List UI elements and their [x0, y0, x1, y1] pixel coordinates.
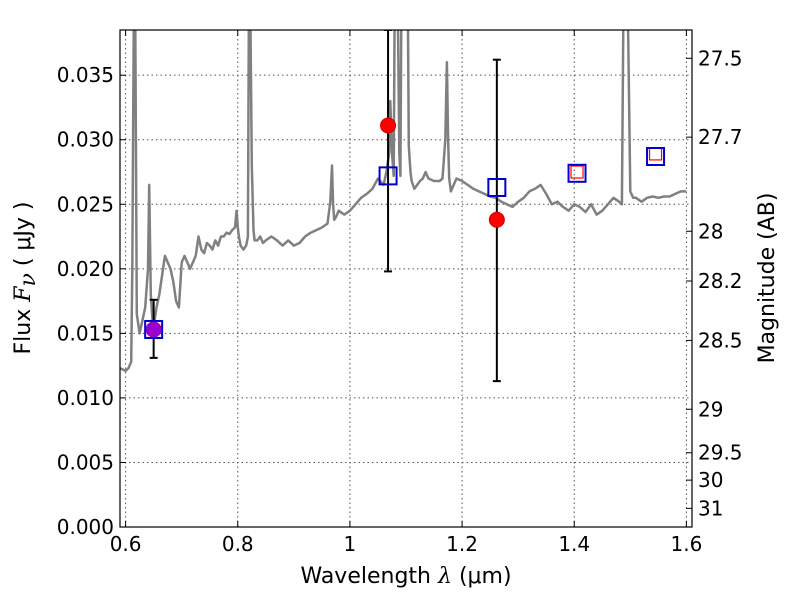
- y-tick-label: 0.000: [57, 515, 114, 539]
- spectrum-line: [120, 30, 687, 373]
- plot-background: [120, 30, 692, 527]
- y-tick-label: 0.005: [57, 450, 114, 474]
- magnitude-axis-ticks: 27.5 27.7 28 28.2 28.5 29 29.5 30 31: [686, 46, 743, 520]
- matched-point: [145, 321, 162, 338]
- x-axis-ticks: 0.6 0.8 1 1.2 1.4 1.6: [110, 30, 702, 556]
- magnitude-axis-title: Magnitude (AB): [755, 193, 780, 364]
- x-axis-title: Wavelength λ (μm): [300, 564, 511, 589]
- x-axis-title-symbol: λ: [437, 564, 452, 589]
- y-axis-title: Flux Fν ( μJy ): [11, 201, 41, 354]
- model-point: [144, 319, 164, 339]
- model-point: [567, 163, 587, 183]
- observed-point: [380, 117, 397, 134]
- magnitude-tick-label: 30: [698, 468, 723, 492]
- magnitude-tick-label: 28: [698, 219, 723, 243]
- magnitude-tick-label: 27.7: [698, 125, 743, 149]
- x-tick-label: 1.6: [670, 532, 702, 556]
- x-tick-label: 0.8: [222, 532, 254, 556]
- magnitude-tick-label: 27.5: [698, 46, 743, 70]
- magnitude-tick-label: 29: [698, 397, 723, 421]
- plot-series: [120, 30, 687, 383]
- x-tick-label: 1: [344, 532, 357, 556]
- y-tick-label: 0.020: [57, 257, 114, 281]
- x-tick-label: 1.2: [446, 532, 478, 556]
- y-tick-label: 0.025: [57, 192, 114, 216]
- magnitude-tick-label: 28.2: [698, 269, 743, 293]
- y-axis-title-unit: ( μJy ): [11, 201, 36, 266]
- model-point: [646, 147, 666, 167]
- y-tick-label: 0.030: [57, 128, 114, 152]
- y-axis-title-subscript: ν: [16, 273, 41, 286]
- y-tick-label: 0.010: [57, 386, 114, 410]
- x-tick-label: 1.4: [558, 532, 590, 556]
- plot-frame: [119, 29, 693, 528]
- model-point: [487, 177, 507, 197]
- y-axis-title-symbol: F: [11, 286, 36, 303]
- x-tick-label: 0.6: [110, 532, 142, 556]
- x-axis-title-unit: (μm): [459, 564, 512, 589]
- observed-point: [488, 211, 505, 228]
- y-tick-label: 0.035: [57, 63, 114, 87]
- x-axis-title-prefix: Wavelength: [300, 564, 431, 589]
- y-axis-title-prefix: Flux: [11, 309, 36, 355]
- model-point: [378, 166, 398, 186]
- magnitude-tick-label: 31: [698, 496, 723, 520]
- magnitude-tick-label: 29.5: [698, 441, 743, 465]
- model-inner-marker: [570, 165, 584, 179]
- y-tick-label: 0.015: [57, 321, 114, 345]
- y-axis-ticks: 0.000 0.005 0.010 0.015 0.020 0.025 0.030 0.035: [57, 63, 126, 539]
- magnitude-tick-label: 28.5: [698, 328, 743, 352]
